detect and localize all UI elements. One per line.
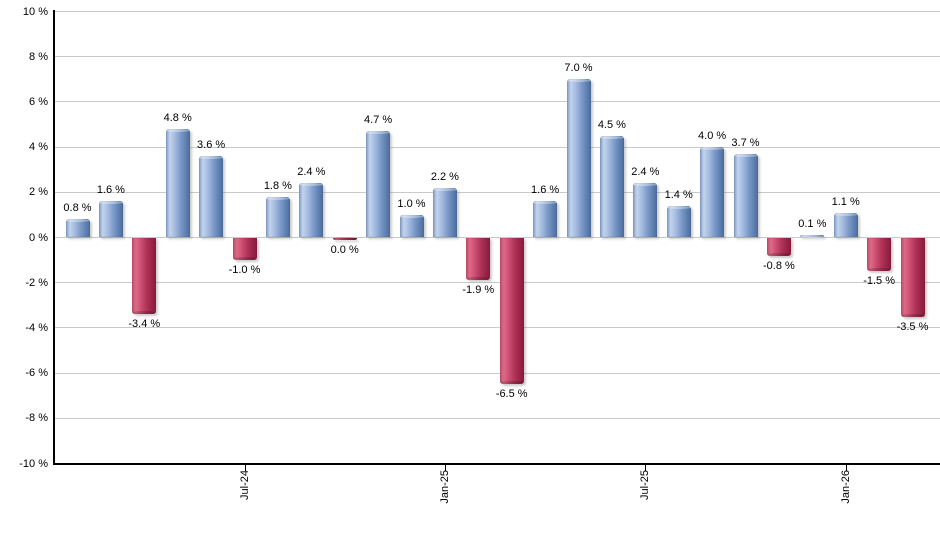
bar-value-label: 1.8 % xyxy=(263,179,292,192)
bar-value-label: -0.8 % xyxy=(762,259,795,272)
gridline xyxy=(55,282,940,284)
bar[interactable] xyxy=(833,212,858,238)
x-axis-line xyxy=(53,463,940,465)
x-axis-tick-mark xyxy=(845,465,847,471)
bar-value-label: 7.0 % xyxy=(564,62,593,75)
bar[interactable] xyxy=(700,147,725,238)
y-axis-tick-label: 6 % xyxy=(29,95,48,108)
bar-value-label: 4.5 % xyxy=(597,118,626,131)
bar[interactable] xyxy=(65,219,90,238)
x-axis-tick-label: Jan-26 xyxy=(839,470,852,504)
bar[interactable] xyxy=(633,183,658,238)
gridline xyxy=(55,11,940,12)
bar[interactable] xyxy=(599,135,624,238)
bar-value-label: -6.5 % xyxy=(495,388,528,401)
bar[interactable] xyxy=(98,201,123,238)
x-axis-tick-label: Jul-24 xyxy=(238,470,251,500)
bar-value-label: -1.9 % xyxy=(462,284,495,297)
gridline xyxy=(55,417,940,419)
bar[interactable] xyxy=(733,153,758,238)
x-axis-tick-label: Jan-25 xyxy=(438,470,451,504)
bar-value-label: 2.4 % xyxy=(297,166,326,179)
bar[interactable] xyxy=(766,237,791,256)
bar[interactable] xyxy=(466,237,491,281)
bar-value-label: -3.5 % xyxy=(896,320,929,333)
x-axis-tick-mark xyxy=(645,465,647,471)
bar-value-label: 2.2 % xyxy=(430,170,459,183)
bar-value-label: 3.7 % xyxy=(731,136,760,149)
y-axis-line xyxy=(53,10,55,465)
bar[interactable] xyxy=(165,129,190,238)
bar-value-label: 4.0 % xyxy=(698,130,727,143)
y-axis-tick-label: -6 % xyxy=(25,367,48,380)
bar[interactable] xyxy=(265,196,290,238)
bar-value-label: 1.6 % xyxy=(531,184,560,197)
gridline xyxy=(55,327,940,329)
y-axis-tick-label: 2 % xyxy=(29,186,48,199)
bar-value-label: 1.1 % xyxy=(831,195,860,208)
y-axis-tick-label: 10 % xyxy=(22,5,48,18)
bar-value-label: -3.4 % xyxy=(128,318,161,331)
y-axis-tick-label: -2 % xyxy=(25,276,48,289)
x-axis-tick-mark xyxy=(444,465,446,471)
bar-value-label: 4.8 % xyxy=(163,112,192,125)
bar[interactable] xyxy=(533,201,558,238)
gridline xyxy=(55,56,940,58)
x-axis-tick-mark xyxy=(244,465,246,471)
bar-value-label: 2.4 % xyxy=(631,166,660,179)
bar[interactable] xyxy=(132,237,157,315)
bar-value-label: 1.0 % xyxy=(397,197,426,210)
bar[interactable] xyxy=(299,183,324,238)
bar-value-label: 1.4 % xyxy=(664,188,693,201)
gridline xyxy=(55,237,940,238)
bar[interactable] xyxy=(432,187,457,238)
bar[interactable] xyxy=(366,131,391,238)
bar[interactable] xyxy=(566,79,591,238)
y-axis-tick-label: 4 % xyxy=(29,141,48,154)
bar-value-label: 0.0 % xyxy=(330,243,359,256)
x-axis-tick-label: Jul-25 xyxy=(639,470,652,500)
bar[interactable] xyxy=(332,236,357,240)
y-axis-tick-label: -8 % xyxy=(25,412,48,425)
y-axis-tick-label: 8 % xyxy=(29,50,48,63)
bar[interactable] xyxy=(900,237,925,317)
y-axis-tick-label: 0 % xyxy=(29,231,48,244)
bar-value-label: 3.6 % xyxy=(197,139,226,152)
bar-value-label: -1.0 % xyxy=(228,264,261,277)
bar-value-label: 0.1 % xyxy=(798,218,827,231)
y-axis-tick-label: -10 % xyxy=(19,457,48,470)
bar-value-label: 1.6 % xyxy=(96,184,125,197)
bar[interactable] xyxy=(232,237,257,261)
gridline xyxy=(55,101,940,103)
bar-value-label: 0.8 % xyxy=(63,202,92,215)
bar[interactable] xyxy=(499,237,524,385)
bar[interactable] xyxy=(199,156,224,238)
bar-value-label: -1.5 % xyxy=(863,275,895,288)
bar[interactable] xyxy=(399,214,424,238)
bar[interactable] xyxy=(800,235,825,239)
bar-value-label: 4.7 % xyxy=(364,114,393,127)
gridline xyxy=(55,146,940,148)
gridline xyxy=(55,191,940,193)
gridline xyxy=(55,372,940,374)
y-axis-tick-label: -4 % xyxy=(25,321,48,334)
bar[interactable] xyxy=(666,205,691,238)
bar[interactable] xyxy=(867,237,892,272)
